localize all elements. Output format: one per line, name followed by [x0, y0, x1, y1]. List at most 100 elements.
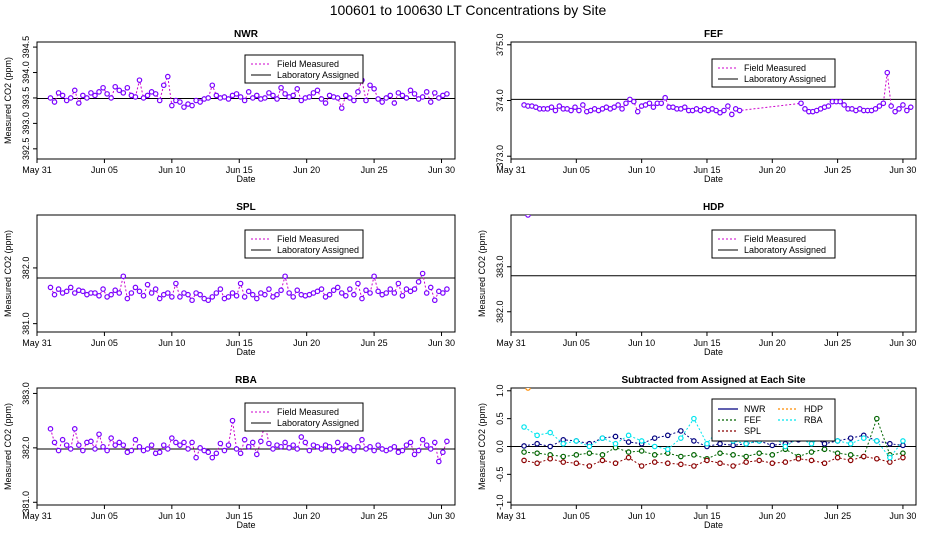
data-point-fef — [769, 452, 776, 458]
y-tick-label: 1.0 — [495, 385, 505, 398]
data-point — [132, 94, 139, 100]
data-point — [76, 100, 82, 106]
x-tick-label: May 31 — [22, 511, 52, 521]
data-point — [427, 99, 434, 105]
data-point — [225, 96, 232, 102]
data-point-spl — [638, 463, 645, 469]
data-point-spl — [874, 455, 880, 462]
data-point — [173, 439, 179, 446]
data-point — [55, 286, 62, 292]
x-tick-label: Jun 15 — [693, 165, 720, 175]
data-point — [266, 286, 272, 292]
data-point — [379, 99, 385, 105]
data-point — [634, 108, 641, 115]
x-tick-label: Jun 05 — [563, 165, 590, 175]
data-point — [907, 104, 914, 110]
data-point — [124, 84, 131, 91]
data-point — [431, 439, 438, 446]
data-point — [880, 100, 887, 107]
data-point-fef — [638, 448, 645, 454]
y-tick-label: 393.5 — [21, 87, 31, 110]
data-point-spl — [521, 457, 527, 464]
data-point — [104, 294, 110, 300]
data-point-spl — [664, 460, 671, 467]
data-point — [347, 286, 353, 292]
data-point — [375, 442, 381, 448]
data-point — [152, 286, 159, 292]
data-point — [725, 103, 731, 109]
x-axis-label: Date — [236, 520, 255, 530]
data-point — [841, 102, 847, 108]
data-point — [440, 290, 446, 296]
data-point — [63, 442, 70, 448]
panel-title: NWR — [234, 29, 259, 40]
chart-panel-rba: RBA May 31 Jun 05 Jun 10 Jun 15 Jun 20 Jun 25 J… — [3, 375, 456, 530]
data-point-nwr — [664, 432, 671, 439]
legend-label: Field Measured — [277, 234, 339, 244]
data-point — [717, 109, 723, 116]
legend-label: Laboratory Assigned — [744, 74, 826, 84]
legend-label: Field Measured — [277, 59, 339, 69]
x-tick-label: Jun 25 — [824, 511, 851, 521]
data-point-spl — [625, 454, 632, 461]
data-point — [136, 443, 143, 450]
data-point — [314, 288, 321, 295]
data-point — [631, 98, 637, 105]
data-point — [576, 107, 582, 114]
legend-label: RBA — [804, 415, 823, 425]
data-point — [177, 442, 183, 448]
legend-label: Laboratory Assigned — [277, 418, 359, 428]
data-point — [615, 102, 621, 108]
data-point — [359, 436, 365, 443]
data-point — [326, 291, 333, 298]
data-point-spl — [730, 463, 736, 469]
data-point — [177, 294, 183, 300]
data-point — [383, 95, 390, 101]
data-point — [205, 297, 212, 304]
data-point — [334, 284, 341, 291]
data-point — [197, 99, 203, 105]
data-point-spl — [573, 460, 580, 467]
x-tick-label: Jun 25 — [824, 165, 851, 175]
data-point — [383, 290, 390, 296]
data-point — [363, 97, 369, 104]
data-point — [306, 447, 313, 454]
data-point-rba — [834, 438, 841, 444]
data-point-spl — [769, 460, 776, 467]
data-point — [294, 446, 301, 452]
data-point — [286, 290, 292, 296]
data-point-nwr — [651, 435, 658, 441]
chart-panel-diff: Subtracted from Assigned at Each Site May… — [477, 375, 917, 530]
data-point — [290, 294, 296, 300]
data-point — [387, 446, 394, 452]
data-point — [351, 291, 357, 298]
x-tick-label: May 31 — [496, 511, 526, 521]
y-tick-label: 383.0 — [21, 382, 31, 405]
x-tick-label: May 31 — [496, 165, 526, 175]
data-point — [888, 103, 894, 109]
data-point — [262, 95, 268, 101]
data-point — [580, 102, 586, 108]
data-point-fef — [599, 452, 606, 458]
data-point — [355, 89, 361, 95]
data-point — [310, 90, 317, 96]
data-point-nwr — [612, 433, 619, 440]
data-point — [326, 443, 333, 450]
legend-label: Laboratory Assigned — [744, 245, 826, 255]
data-point — [229, 417, 236, 424]
data-point — [302, 439, 309, 446]
y-tick-label: -0.5 — [495, 467, 505, 483]
data-point — [662, 94, 668, 101]
data-point — [322, 100, 329, 106]
data-point — [92, 290, 98, 296]
data-point-fef — [743, 453, 749, 460]
data-point-nwr — [900, 442, 906, 449]
data-point-fef — [717, 450, 723, 456]
data-point — [96, 292, 102, 299]
x-tick-label: Jun 05 — [563, 338, 590, 348]
data-point — [391, 100, 398, 106]
data-point-spl — [887, 459, 893, 465]
data-point-fef — [874, 415, 880, 422]
data-point — [55, 90, 62, 96]
